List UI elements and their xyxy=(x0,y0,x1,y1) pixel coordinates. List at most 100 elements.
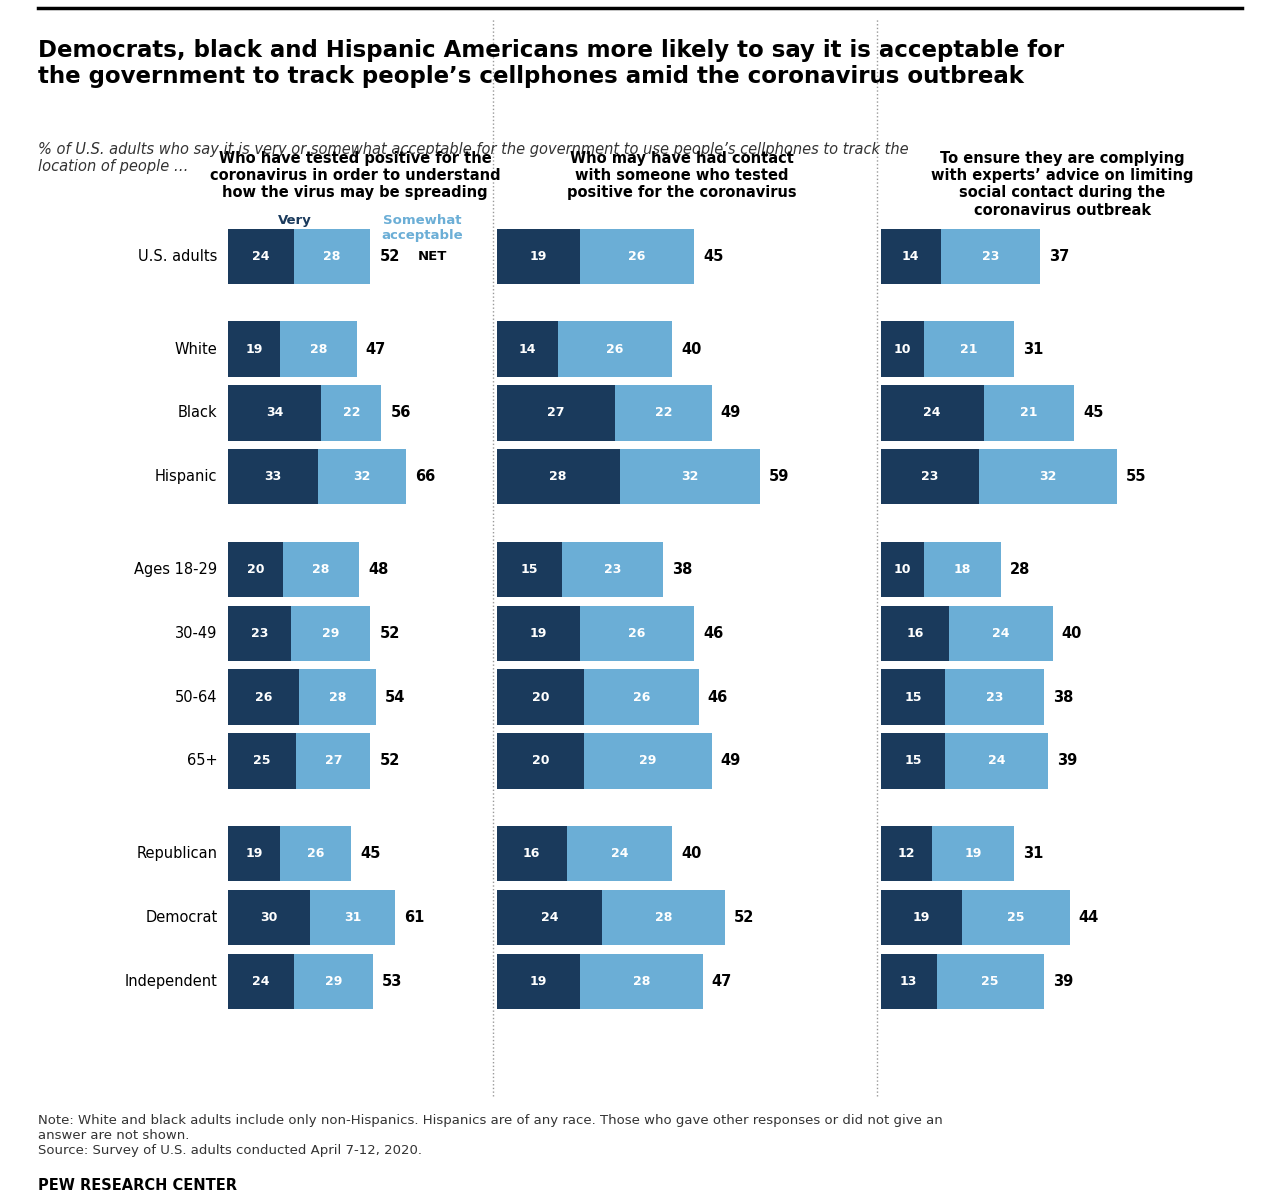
Bar xyxy=(602,890,724,945)
Text: 32: 32 xyxy=(1039,471,1057,483)
Text: 16: 16 xyxy=(906,627,924,639)
Bar xyxy=(585,669,699,725)
Bar xyxy=(881,954,937,1009)
Bar xyxy=(580,954,703,1009)
Text: 26: 26 xyxy=(632,691,650,703)
Text: 47: 47 xyxy=(712,974,732,988)
Bar xyxy=(280,321,357,377)
Text: 28: 28 xyxy=(324,250,340,262)
Text: 45: 45 xyxy=(360,846,380,861)
Text: 48: 48 xyxy=(369,562,389,577)
Bar xyxy=(937,954,1044,1009)
Text: Democrat: Democrat xyxy=(146,910,218,925)
Bar xyxy=(580,229,694,284)
Text: 28: 28 xyxy=(1010,562,1030,577)
Text: 26: 26 xyxy=(607,343,623,355)
Text: 28: 28 xyxy=(632,975,650,987)
Text: Republican: Republican xyxy=(137,846,218,861)
Text: 65+: 65+ xyxy=(187,754,218,768)
Bar xyxy=(497,890,602,945)
Bar xyxy=(321,385,381,441)
Text: 19: 19 xyxy=(530,627,547,639)
Text: 24: 24 xyxy=(540,911,558,923)
Bar xyxy=(319,449,406,504)
Text: 40: 40 xyxy=(1061,626,1082,641)
Text: Independent: Independent xyxy=(124,974,218,988)
Text: 18: 18 xyxy=(954,563,972,576)
Text: 25: 25 xyxy=(1007,911,1025,923)
Text: Hispanic: Hispanic xyxy=(155,470,218,484)
Text: 38: 38 xyxy=(1053,690,1073,704)
Bar xyxy=(580,606,694,661)
Bar xyxy=(497,669,585,725)
Text: 44: 44 xyxy=(1079,910,1100,925)
Bar xyxy=(228,733,297,789)
Text: 23: 23 xyxy=(922,471,938,483)
Text: 26: 26 xyxy=(255,691,273,703)
Bar xyxy=(228,606,291,661)
Text: 56: 56 xyxy=(390,406,411,420)
Bar xyxy=(228,321,280,377)
Text: 45: 45 xyxy=(1083,406,1103,420)
Bar xyxy=(979,449,1117,504)
Text: 24: 24 xyxy=(992,627,1010,639)
Text: 29: 29 xyxy=(323,627,339,639)
Text: 38: 38 xyxy=(672,562,692,577)
Text: 31: 31 xyxy=(1023,846,1043,861)
Bar xyxy=(228,449,319,504)
Text: 26: 26 xyxy=(307,848,324,860)
Text: 24: 24 xyxy=(611,848,628,860)
Text: U.S. adults: U.S. adults xyxy=(138,249,218,264)
Text: 27: 27 xyxy=(547,407,564,419)
Bar xyxy=(881,321,924,377)
Bar xyxy=(228,385,321,441)
Text: NET: NET xyxy=(417,250,447,262)
Bar xyxy=(300,669,376,725)
Text: 30: 30 xyxy=(260,911,278,923)
Bar xyxy=(228,669,300,725)
Text: 50-64: 50-64 xyxy=(175,690,218,704)
Bar xyxy=(881,733,945,789)
Bar xyxy=(497,606,580,661)
Text: 52: 52 xyxy=(379,754,399,768)
Text: 23: 23 xyxy=(604,563,622,576)
Bar xyxy=(924,321,1014,377)
Text: 22: 22 xyxy=(654,407,672,419)
Text: 61: 61 xyxy=(404,910,425,925)
Text: To ensure they are complying
with experts’ advice on limiting
social contact dur: To ensure they are complying with expert… xyxy=(931,150,1194,218)
Bar xyxy=(497,826,567,881)
Bar xyxy=(881,449,979,504)
Text: 10: 10 xyxy=(893,563,911,576)
Text: Ages 18-29: Ages 18-29 xyxy=(134,562,218,577)
Bar xyxy=(497,954,580,1009)
Bar xyxy=(228,954,293,1009)
Text: 13: 13 xyxy=(900,975,918,987)
Text: % of U.S. adults who say it is very or somewhat acceptable for the government to: % of U.S. adults who say it is very or s… xyxy=(38,142,909,175)
Text: 20: 20 xyxy=(531,691,549,703)
Bar xyxy=(293,954,374,1009)
Bar xyxy=(881,890,963,945)
Bar xyxy=(497,385,616,441)
Bar xyxy=(932,826,1014,881)
Text: 66: 66 xyxy=(415,470,435,484)
Text: 28: 28 xyxy=(310,343,328,355)
Bar xyxy=(562,542,663,597)
Bar xyxy=(497,449,620,504)
Text: Note: White and black adults include only non-Hispanics. Hispanics are of any ra: Note: White and black adults include onl… xyxy=(38,1114,943,1157)
Text: 14: 14 xyxy=(902,250,919,262)
Text: 30-49: 30-49 xyxy=(175,626,218,641)
Text: 32: 32 xyxy=(681,471,699,483)
Text: 46: 46 xyxy=(703,626,723,641)
Text: 52: 52 xyxy=(379,249,399,264)
Bar xyxy=(310,890,396,945)
Text: 28: 28 xyxy=(654,911,672,923)
Text: Somewhat
acceptable: Somewhat acceptable xyxy=(381,214,463,242)
Text: 26: 26 xyxy=(628,250,646,262)
Text: 19: 19 xyxy=(530,250,547,262)
Text: 25: 25 xyxy=(982,975,998,987)
Text: 21: 21 xyxy=(1020,407,1038,419)
Bar xyxy=(297,733,370,789)
Text: 27: 27 xyxy=(325,755,342,767)
Bar xyxy=(497,733,585,789)
Text: 14: 14 xyxy=(518,343,536,355)
